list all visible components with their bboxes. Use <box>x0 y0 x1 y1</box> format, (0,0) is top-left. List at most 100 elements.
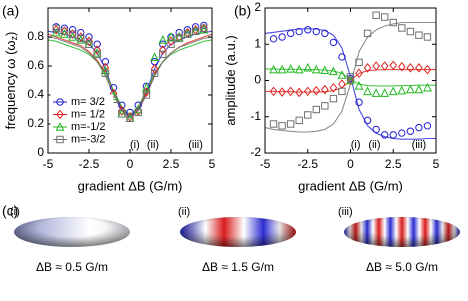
marker <box>312 105 321 114</box>
marker <box>51 27 61 37</box>
y-tick-label: 0.4 <box>27 87 44 101</box>
marker <box>174 32 184 41</box>
marker <box>191 23 200 31</box>
marker <box>303 86 312 97</box>
marker <box>329 82 338 93</box>
x-tick-label: 2.5 <box>163 157 180 171</box>
marker <box>294 64 304 74</box>
marker <box>126 114 134 122</box>
marker <box>355 68 363 79</box>
panel-label: (b) <box>234 3 251 19</box>
marker <box>269 120 278 128</box>
marker <box>415 123 423 132</box>
marker <box>52 24 60 33</box>
marker <box>414 84 424 94</box>
x-tick-label: 0 <box>127 157 134 171</box>
x-tick-label: -5 <box>43 157 54 171</box>
y-axis-label: frequency ω (ωz) <box>3 32 19 130</box>
legend-label: m= 1/2 <box>71 108 105 120</box>
marker <box>68 29 77 39</box>
annotation: (i) <box>351 139 361 151</box>
ellipsoid-shade <box>180 217 296 247</box>
marker <box>52 24 61 35</box>
marker <box>363 86 373 96</box>
marker <box>286 29 295 38</box>
marker <box>406 63 415 73</box>
x-axis-label: gradient ΔB (G/m) <box>298 178 403 193</box>
marker <box>150 64 159 74</box>
marker <box>55 122 65 131</box>
marker <box>158 45 167 55</box>
marker <box>134 101 142 109</box>
x-tick-label: 5 <box>433 157 440 171</box>
marker <box>405 84 415 94</box>
marker <box>200 24 208 33</box>
marker <box>329 94 338 103</box>
marker <box>381 13 389 21</box>
marker <box>150 69 159 77</box>
legend-box <box>50 94 114 148</box>
marker <box>278 87 286 97</box>
x-axis-label: gradient ΔB (G/m) <box>78 178 183 193</box>
marker <box>423 82 432 92</box>
marker <box>303 62 313 72</box>
marker <box>321 102 329 110</box>
marker <box>423 122 432 130</box>
marker <box>56 135 64 144</box>
marker <box>101 69 110 77</box>
ellipsoid-caption: ΔB ≈ 1.5 G/m <box>202 260 274 274</box>
y-tick-label: 0 <box>254 73 261 87</box>
marker <box>77 34 85 43</box>
marker <box>56 98 64 106</box>
marker <box>76 35 86 44</box>
marker <box>142 91 151 99</box>
marker <box>406 127 415 135</box>
x-tick-label: 5 <box>209 157 216 171</box>
marker <box>167 40 175 48</box>
marker <box>304 26 312 34</box>
ellipsoid-tag: (i) <box>10 206 20 218</box>
marker <box>320 65 330 75</box>
marker <box>423 33 432 41</box>
marker <box>398 24 406 32</box>
marker <box>175 34 183 43</box>
marker <box>381 131 389 139</box>
marker <box>372 61 380 71</box>
marker <box>134 108 142 117</box>
y-tick-label: -1 <box>250 109 261 123</box>
y-tick-label: -2 <box>250 145 261 159</box>
marker <box>199 23 208 34</box>
ellipsoid-tag: (iii) <box>338 206 353 218</box>
marker <box>346 75 355 86</box>
y-axis-label: amplitude (a.u.) <box>223 35 238 125</box>
y-axis-label-text: amplitude (a.u.) <box>223 35 238 125</box>
marker <box>338 53 346 61</box>
marker <box>363 29 372 38</box>
marker <box>93 50 101 59</box>
annotation: (ii) <box>147 139 159 151</box>
marker <box>337 70 347 79</box>
panel-label: (a) <box>2 3 19 19</box>
marker <box>56 109 64 120</box>
marker <box>321 84 329 95</box>
marker <box>389 18 397 27</box>
marker <box>398 129 406 137</box>
marker <box>286 120 295 128</box>
x-tick-label: 0 <box>347 157 354 171</box>
marker <box>109 84 118 92</box>
marker <box>159 50 167 59</box>
marker <box>92 48 102 57</box>
marker <box>101 62 110 73</box>
marker <box>328 66 338 76</box>
marker <box>311 64 321 74</box>
marker <box>312 85 321 96</box>
y-tick-label: 2 <box>254 0 261 14</box>
marker <box>304 111 312 119</box>
marker <box>286 86 295 97</box>
marker <box>118 101 126 109</box>
x-tick-label: 2.5 <box>385 157 402 171</box>
x-tick-label: -2.5 <box>297 157 318 171</box>
marker <box>406 27 415 36</box>
marker <box>175 28 183 37</box>
